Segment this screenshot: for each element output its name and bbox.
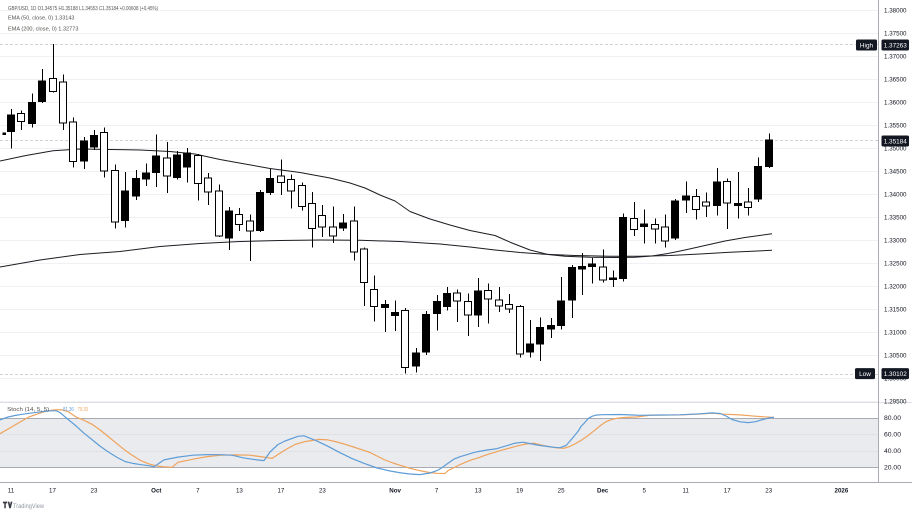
- svg-text:13: 13: [475, 488, 482, 495]
- svg-text:1.32500: 1.32500: [884, 261, 907, 268]
- svg-text:7: 7: [196, 488, 200, 495]
- svg-text:1.35000: 1.35000: [884, 146, 907, 153]
- svg-text:1.29500: 1.29500: [884, 399, 907, 406]
- svg-text:2026: 2026: [835, 488, 849, 495]
- svg-text:Oct: Oct: [151, 488, 161, 495]
- svg-text:1.33000: 1.33000: [884, 238, 907, 245]
- svg-text:GBP/USD, 1D O1.34575 H1.3518: GBP/USD, 1D O1.34575 H1.35188 L1.34553 C…: [8, 6, 158, 12]
- svg-text:1.36000: 1.36000: [884, 100, 907, 107]
- svg-text:1.33500: 1.33500: [884, 215, 907, 222]
- svg-text:Stoch (14, 5, 5): Stoch (14, 5, 5): [7, 407, 49, 413]
- svg-text:13: 13: [236, 488, 243, 495]
- svg-text:Low: Low: [859, 371, 871, 378]
- svg-text:TradingView: TradingView: [13, 503, 44, 510]
- svg-text:20.00: 20.00: [884, 464, 901, 471]
- svg-text:7: 7: [435, 488, 439, 495]
- svg-text:23: 23: [765, 488, 772, 495]
- svg-text:1.35184: 1.35184: [884, 138, 908, 145]
- svg-text:5: 5: [642, 488, 646, 495]
- svg-text:25: 25: [558, 488, 565, 495]
- svg-text:11: 11: [8, 488, 15, 495]
- svg-text:High: High: [860, 42, 874, 49]
- svg-text:60.00: 60.00: [884, 432, 901, 439]
- svg-text:17: 17: [277, 488, 284, 495]
- svg-text:19: 19: [516, 488, 523, 495]
- svg-text:80.00: 80.00: [884, 415, 901, 422]
- svg-text:1.35500: 1.35500: [884, 123, 907, 130]
- svg-text:23: 23: [319, 488, 326, 495]
- svg-text:1.31000: 1.31000: [884, 330, 907, 337]
- svg-text:11: 11: [682, 488, 689, 495]
- svg-text:1.30500: 1.30500: [884, 353, 907, 360]
- svg-text:EMA (50, close, 0) 1.33143: EMA (50, close, 0) 1.33143: [8, 15, 75, 21]
- svg-text:1.37263: 1.37263: [884, 42, 908, 49]
- svg-text:EMA (200, close, 0) 1.32773: EMA (200, close, 0) 1.32773: [8, 26, 79, 32]
- svg-text:1.34000: 1.34000: [884, 192, 907, 199]
- svg-text:1.37000: 1.37000: [884, 54, 907, 61]
- svg-text:79.33: 79.33: [78, 407, 88, 413]
- svg-text:40.00: 40.00: [884, 448, 901, 455]
- svg-text:1.36500: 1.36500: [884, 77, 907, 84]
- svg-text:1.31500: 1.31500: [884, 307, 907, 314]
- svg-text:1.30102: 1.30102: [884, 371, 908, 378]
- svg-text:17: 17: [49, 488, 56, 495]
- svg-text:17: 17: [724, 488, 731, 495]
- svg-text:1.38000: 1.38000: [884, 8, 907, 15]
- svg-text:Dec: Dec: [597, 488, 609, 495]
- svg-text:1.32000: 1.32000: [884, 284, 907, 291]
- svg-text:23: 23: [91, 488, 98, 495]
- svg-text:81.36: 81.36: [63, 407, 74, 413]
- svg-text:1.34500: 1.34500: [884, 169, 907, 176]
- svg-text:Nov: Nov: [389, 488, 401, 495]
- svg-text:1.37500: 1.37500: [884, 31, 907, 38]
